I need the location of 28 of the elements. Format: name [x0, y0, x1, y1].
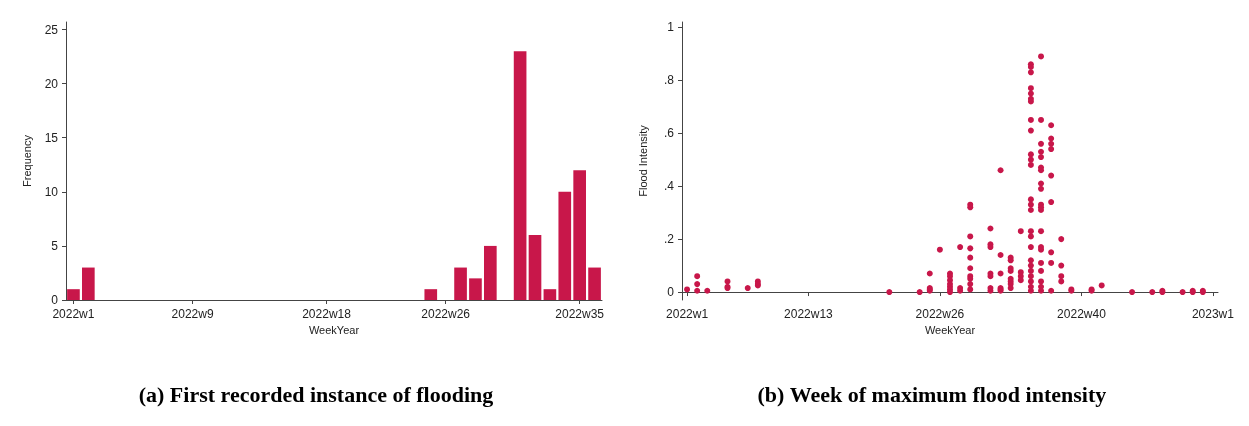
y-tick-label: 0 [51, 293, 59, 307]
y-tick-label: .4 [663, 179, 675, 194]
y-axis-title: Frequency [20, 134, 33, 187]
x-tick-label: 2022w35 [555, 307, 605, 321]
x-tick-label: 2022w1 [666, 307, 709, 321]
y-tick-label: 5 [51, 238, 59, 253]
x-tick-label: 2022w26 [915, 307, 965, 321]
text: (b) Week of maximum flood intensity [757, 381, 1107, 407]
x-tick-label: 2022w13 [784, 307, 834, 321]
x-tick-label: 2022w40 [1057, 307, 1107, 321]
text: (a) First recorded instance of flooding [138, 381, 494, 407]
y-tick-label: .6 [663, 126, 675, 141]
y-tick-label: .2 [663, 232, 675, 247]
y-axis-title: Flood Intensity [636, 124, 649, 197]
y-tick-label: 25 [44, 22, 59, 37]
y-tick-label: 15 [44, 130, 59, 145]
x-tick-label: 2023w1 [1191, 307, 1235, 321]
x-tick-label: 2022w9 [171, 307, 214, 321]
y-tick-label: .8 [663, 73, 675, 88]
y-tick-label: 10 [44, 184, 59, 199]
x-tick-label: 2022w1 [52, 307, 95, 321]
x-tick-label: 2022w18 [302, 307, 352, 321]
x-axis-title: WeekYear [308, 324, 360, 337]
y-tick-label: 1 [667, 20, 675, 35]
x-tick-label: 2022w26 [421, 307, 471, 321]
y-tick-label: 0 [667, 285, 675, 300]
x-axis-title: WeekYear [924, 324, 976, 337]
y-tick-label: 20 [44, 76, 59, 91]
